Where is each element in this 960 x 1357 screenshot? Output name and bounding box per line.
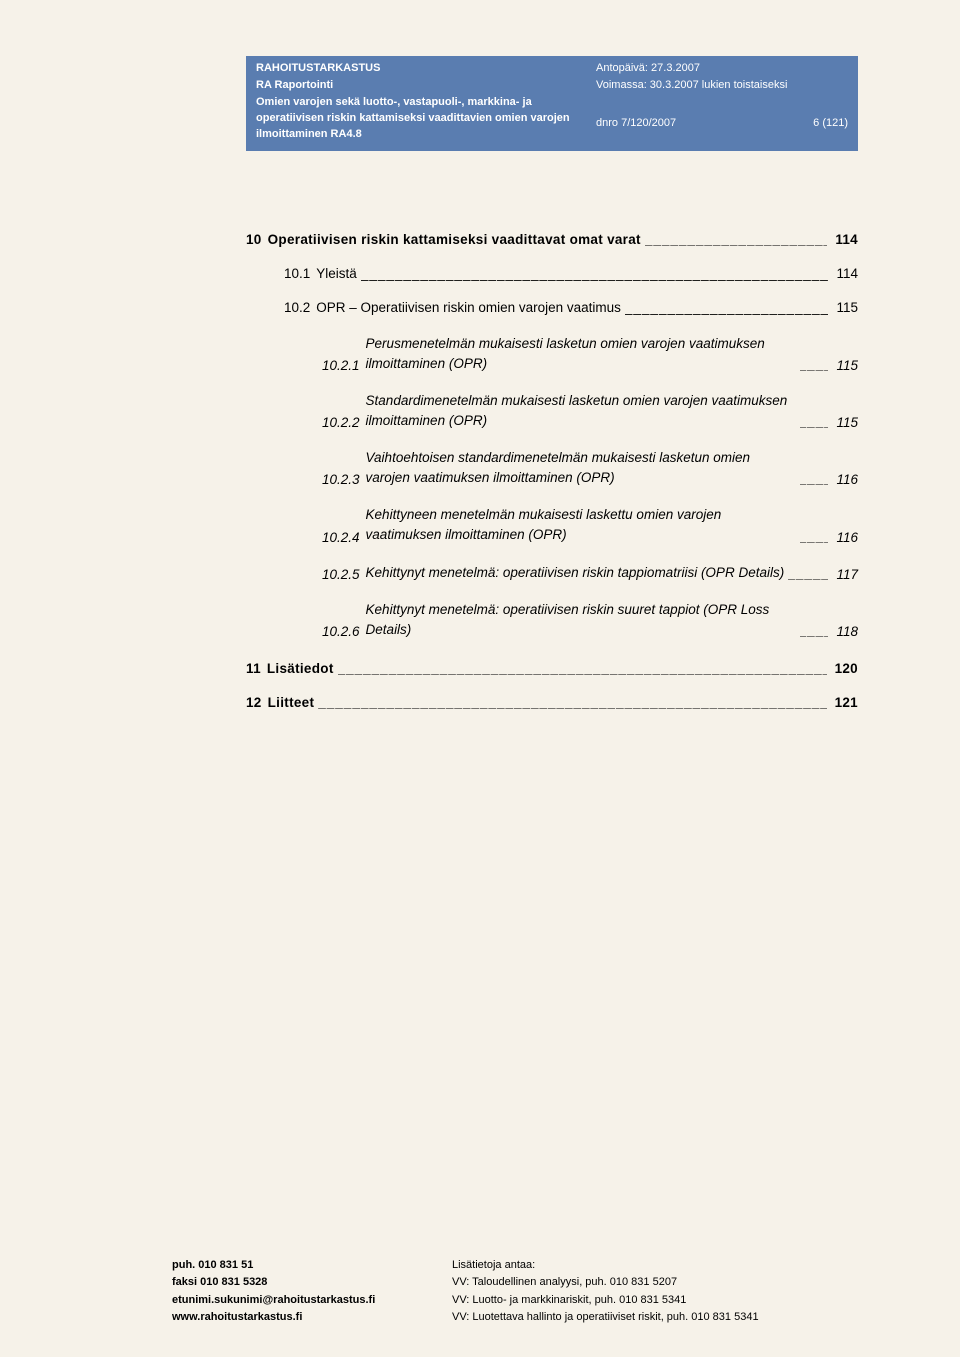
toc-entry-12: 12 Liitteet 121 bbox=[246, 695, 858, 711]
toc-page: 118 bbox=[836, 624, 858, 639]
toc-entry-10-2-5: 10.2.5 Kehittynyt menetelmä: operatiivis… bbox=[322, 563, 858, 583]
toc-entry-10-2: 10.2 OPR – Operatiivisen riskin omien va… bbox=[284, 300, 858, 316]
toc-page: 114 bbox=[835, 232, 858, 247]
toc-leader bbox=[800, 414, 829, 430]
toc-num: 10.2.6 bbox=[322, 624, 360, 639]
toc-leader bbox=[800, 623, 829, 639]
toc-leader bbox=[625, 300, 829, 316]
toc-leader bbox=[800, 357, 829, 373]
toc-title: Lisätiedot bbox=[267, 661, 334, 676]
toc-title: Yleistä bbox=[316, 266, 357, 281]
toc-title: Kehittynyt menetelmä: operatiivisen risk… bbox=[366, 600, 796, 639]
toc-page: 117 bbox=[836, 567, 858, 582]
toc-title: Kehittyneen menetelmän mukaisesti lasket… bbox=[366, 505, 796, 544]
toc-num: 12 bbox=[246, 695, 262, 710]
toc-title: Kehittynyt menetelmä: operatiivisen risk… bbox=[366, 563, 785, 583]
toc-leader bbox=[800, 471, 829, 487]
validity: Voimassa: 30.3.2007 lukien toistaiseksi bbox=[596, 77, 848, 94]
toc-entry-10: 10 Operatiivisen riskin kattamiseksi vaa… bbox=[246, 232, 858, 248]
toc-leader bbox=[645, 232, 827, 248]
toc-entry-10-2-4: 10.2.4 Kehittyneen menetelmän mukaisesti… bbox=[322, 505, 858, 544]
toc-entry-10-2-6: 10.2.6 Kehittynyt menetelmä: operatiivis… bbox=[322, 600, 858, 639]
footer-info-label: Lisätietoja antaa: bbox=[452, 1257, 858, 1275]
toc-entry-11: 11 Lisätiedot 120 bbox=[246, 661, 858, 677]
doc-ref: dnro 7/120/2007 bbox=[596, 115, 813, 132]
toc-page: 121 bbox=[835, 695, 858, 710]
toc-title: OPR – Operatiivisen riskin omien varojen… bbox=[316, 300, 621, 315]
toc-page: 115 bbox=[836, 300, 858, 315]
toc-title: Operatiivisen riskin kattamiseksi vaadit… bbox=[268, 232, 641, 247]
toc-title: Perusmenetelmän mukaisesti lasketun omie… bbox=[366, 334, 796, 373]
toc-page: 116 bbox=[836, 530, 858, 545]
page-number: 6 (121) bbox=[813, 115, 848, 132]
footer-web: www.rahoitustarkastus.fi bbox=[172, 1309, 452, 1327]
toc-num: 10.1 bbox=[284, 266, 310, 281]
toc-leader bbox=[800, 529, 829, 545]
table-of-contents: 10 Operatiivisen riskin kattamiseksi vaa… bbox=[246, 232, 858, 729]
toc-page: 116 bbox=[836, 472, 858, 487]
toc-page: 114 bbox=[836, 266, 858, 281]
toc-leader bbox=[318, 695, 826, 711]
report-name: RA Raportointi bbox=[256, 77, 596, 94]
toc-entry-10-2-3: 10.2.3 Vaihtoehtoisen standardimenetelmä… bbox=[322, 448, 858, 487]
toc-num: 10.2.2 bbox=[322, 415, 360, 430]
toc-leader bbox=[338, 661, 827, 677]
document-footer: puh. 010 831 51 faksi 010 831 5328 etuni… bbox=[172, 1257, 858, 1327]
toc-num: 10.2.1 bbox=[322, 358, 360, 373]
footer-contact-1: VV: Taloudellinen analyysi, puh. 010 831… bbox=[452, 1274, 858, 1292]
toc-title: Standardimenetelmän mukaisesti lasketun … bbox=[366, 391, 796, 430]
toc-page: 115 bbox=[836, 415, 858, 430]
toc-entry-10-1: 10.1 Yleistä 114 bbox=[284, 266, 858, 282]
toc-num: 10.2.4 bbox=[322, 530, 360, 545]
toc-page: 115 bbox=[836, 358, 858, 373]
org-name: RAHOITUSTARKASTUS bbox=[256, 60, 596, 77]
doc-description: Omien varojen sekä luotto-, vastapuoli-,… bbox=[256, 95, 596, 143]
footer-contact-3: VV: Luotettava hallinto ja operatiiviset… bbox=[452, 1309, 858, 1327]
toc-num: 10.2.3 bbox=[322, 472, 360, 487]
toc-title: Vaihtoehtoisen standardimenetelmän mukai… bbox=[366, 448, 796, 487]
toc-leader bbox=[361, 266, 829, 282]
footer-fax: faksi 010 831 5328 bbox=[172, 1274, 452, 1292]
footer-phone: puh. 010 831 51 bbox=[172, 1257, 452, 1275]
toc-num: 10 bbox=[246, 232, 262, 247]
toc-num: 10.2 bbox=[284, 300, 310, 315]
toc-title: Liitteet bbox=[268, 695, 315, 710]
footer-email: etunimi.sukunimi@rahoitustarkastus.fi bbox=[172, 1292, 452, 1310]
date-given: Antopäivä: 27.3.2007 bbox=[596, 60, 848, 77]
toc-entry-10-2-2: 10.2.2 Standardimenetelmän mukaisesti la… bbox=[322, 391, 858, 430]
footer-contact-2: VV: Luotto- ja markkinariskit, puh. 010 … bbox=[452, 1292, 858, 1310]
toc-page: 120 bbox=[835, 661, 858, 676]
document-header: RAHOITUSTARKASTUS Antopäivä: 27.3.2007 R… bbox=[246, 56, 858, 151]
toc-num: 11 bbox=[246, 661, 261, 676]
toc-entry-10-2-1: 10.2.1 Perusmenetelmän mukaisesti lasket… bbox=[322, 334, 858, 373]
toc-num: 10.2.5 bbox=[322, 567, 360, 582]
toc-leader bbox=[788, 566, 828, 582]
